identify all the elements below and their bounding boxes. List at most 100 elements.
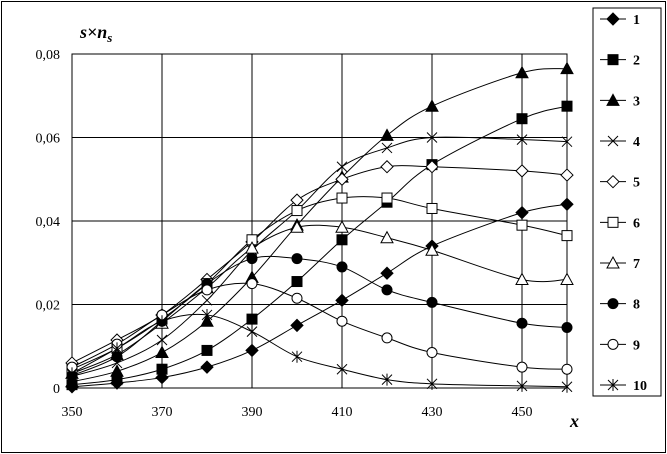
marker-shape [607,54,619,66]
data-point-series-4 [201,294,213,306]
marker-shape [335,293,349,308]
data-point-series-6 [336,192,348,204]
data-point-series-8 [291,253,303,265]
marker-shape [606,12,620,26]
marker-stroke [201,294,213,306]
marker-shape [607,216,619,228]
data-point-series-10 [201,308,213,321]
data-point-series-10 [66,367,78,380]
data-point-series-2 [291,276,303,288]
legend-marker [607,54,619,66]
data-point-series-6 [426,202,438,214]
data-point-series-10 [336,363,348,376]
marker-shape [291,205,303,217]
data-point-series-8 [246,253,258,265]
data-point-series-3 [380,128,394,141]
data-point-series-9 [516,361,528,373]
y-axis-title: s×ns [79,22,112,45]
data-point-series-5 [335,172,349,186]
marker-shape [426,296,438,308]
marker-shape [246,313,258,325]
data-point-series-8 [426,296,438,308]
marker-shape [291,292,303,304]
data-point-series-7 [560,272,574,285]
data-point-series-7 [335,220,349,233]
y-tick-label: 0,06 [36,132,61,147]
marker-shape [426,347,438,359]
marker-shape [560,61,574,75]
marker-shape [606,174,620,189]
marker-shape [380,266,394,280]
marker-shape [561,363,573,375]
legend-marker [606,93,620,106]
marker-shape [560,197,574,212]
data-point-series-2 [336,234,348,246]
marker-shape [561,100,573,112]
marker-shape [381,332,393,344]
legend-item-8: 8 [600,298,640,313]
data-point-series-10 [246,325,258,338]
data-point-series-2 [561,100,573,112]
legend-item-9: 9 [600,338,640,353]
data-point-series-5 [560,168,574,182]
marker-shape [516,113,528,125]
data-point-series-4 [156,334,168,346]
data-point-series-4 [426,132,438,143]
marker-shape [381,192,393,204]
marker-shape [516,361,528,373]
axes [71,53,568,389]
marker-stroke [336,161,348,173]
legend-marker [607,135,619,147]
data-point-series-1 [560,197,574,212]
x-tick-label: 450 [512,405,533,420]
data-point-series-9 [246,278,258,290]
legend-marker [606,174,620,189]
data-point-series-7 [290,220,304,233]
y-axis-title-main: s×n [79,22,107,42]
data-point-series-6 [516,219,528,231]
marker-shape [560,272,574,285]
data-markers [65,61,574,394]
data-point-series-4 [381,142,393,154]
data-point-series-9 [561,363,573,375]
data-point-series-1 [200,360,214,374]
marker-stroke [561,136,573,148]
legend-label: 6 [633,216,640,231]
marker-stroke [607,135,619,147]
marker-shape [335,172,349,186]
legend-label: 9 [633,338,640,353]
data-point-series-3 [560,61,574,75]
legend-label: 8 [633,298,640,313]
legend-box [592,7,662,397]
data-point-series-10 [156,315,168,328]
marker-shape [380,128,394,141]
legend-item-1: 1 [600,12,640,28]
legend: 1 2 3 4 5 6 7 8 9 10 [592,7,662,397]
legend-marker [606,12,620,26]
marker-shape [426,202,438,214]
marker-shape [201,344,213,356]
data-point-series-1 [335,293,349,308]
data-point-series-7 [380,230,394,244]
data-point-series-10 [111,342,123,355]
marker-shape [516,219,528,231]
legend-marker [607,379,619,391]
marker-shape [607,298,619,310]
data-point-series-9 [336,315,348,327]
data-point-series-5 [380,160,394,174]
marker-shape [515,164,529,178]
marker-shape [606,93,620,106]
data-point-series-2 [516,113,528,125]
data-point-series-6 [381,192,393,204]
legend-label: 5 [633,176,640,191]
legend-marker [607,338,619,350]
marker-shape [336,261,348,273]
axis-labels: s×ns x 350 370 390 410 430 450 0 0,02 0,04 0,06 0,… [36,22,580,431]
data-point-series-8 [336,261,348,273]
marker-shape [425,243,439,256]
legend-label: 2 [633,54,640,69]
data-point-series-1 [515,205,529,220]
data-point-series-3 [110,364,124,377]
